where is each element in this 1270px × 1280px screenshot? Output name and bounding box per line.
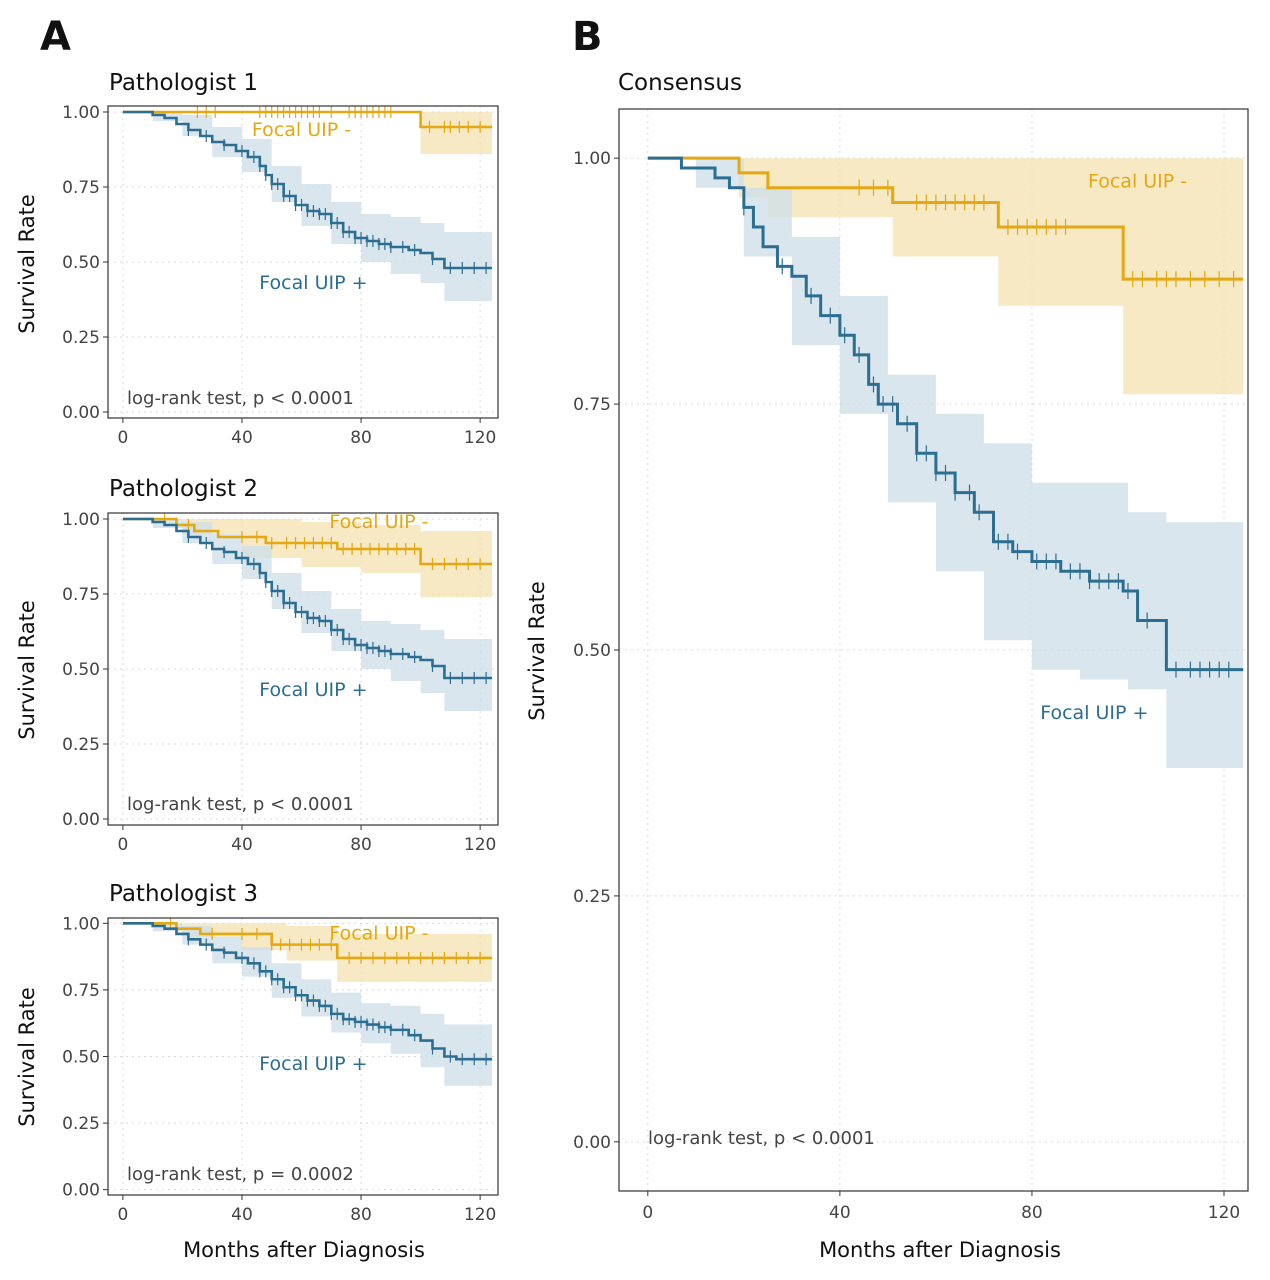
x-tick-label: 40 [231,835,253,855]
x-tick-label: 0 [117,1205,128,1225]
series-label: Focal UIP + [1040,702,1148,724]
series-label: Focal UIP - [252,119,351,141]
plot-area: Focal UIP - Focal UIP + 0 40 80 120 0.00 0.25 0.… [62,103,499,448]
log-rank-annotation: log-rank test, p = 0.0002 [127,1164,354,1185]
series-label: Focal UIP + [259,679,367,701]
y-tick-label: 0.25 [62,1114,100,1134]
series-label: Focal UIP + [259,1053,367,1075]
log-rank-annotation: log-rank test, p < 0.0001 [648,1128,875,1149]
log-rank-annotation: log-rank test, p < 0.0001 [127,794,354,815]
log-rank-annotation: log-rank test, p < 0.0001 [127,388,354,409]
x-tick-label: 80 [350,428,372,448]
y-tick-label: 0.50 [62,253,100,273]
x-tick-label: 0 [642,1203,653,1223]
x-tick-label: 120 [464,428,496,448]
y-tick-label: 0.00 [573,1133,611,1153]
x-tick-label: 0 [117,835,128,855]
x-tick-label: 40 [829,1203,851,1223]
confidence-band-negative [122,519,493,597]
panel-letter-a: A [40,14,71,60]
chart-consensus: Focal UIP - Focal UIP + 0 40 80 120 0.00 0.25 0.… [525,70,1249,1262]
survival-curve-positive [647,156,1244,672]
y-tick-label: 1.00 [573,149,611,169]
confidence-band-positive [647,158,1244,768]
y-tick-label: 0.25 [62,735,100,755]
confidence-band-negative [122,923,493,982]
y-axis-title: Survival Rate [525,581,549,721]
x-tick-label: 0 [117,428,128,448]
plot-area: Focal UIP - Focal UIP + 0 40 80 120 0.00 0.25 0.… [62,510,499,855]
series-label: Focal UIP - [329,511,428,533]
y-tick-label: 0.50 [573,641,611,661]
y-axis-title: Survival Rate [15,600,39,740]
survival-curve-negative [122,922,493,960]
y-tick-label: 1.00 [62,103,100,123]
survival-curve-negative [647,156,1244,281]
chart-title: Pathologist 1 [109,70,258,96]
y-tick-label: 1.00 [62,914,100,934]
x-tick-label: 80 [350,835,372,855]
y-axis-title: Survival Rate [15,194,39,334]
y-tick-label: 1.00 [62,510,100,530]
y-tick-label: 0.00 [62,403,100,423]
x-axis-title: Months after Diagnosis [819,1238,1061,1262]
y-tick-label: 0.75 [62,585,100,605]
series-label: Focal UIP + [259,272,367,294]
y-tick-label: 0.75 [62,178,100,198]
panel-letter-b: B [572,14,603,60]
x-tick-label: 120 [1208,1203,1240,1223]
x-tick-label: 120 [464,835,496,855]
series-label: Focal UIP - [1088,171,1187,193]
x-tick-label: 40 [231,1205,253,1225]
y-tick-label: 0.50 [62,660,100,680]
confidence-band-negative [122,112,493,154]
x-tick-label: 80 [350,1205,372,1225]
series-label: Focal UIP - [329,922,428,944]
chart-title: Pathologist 2 [109,476,258,502]
plot-area: Focal UIP - Focal UIP + 0 40 80 120 0.00 0.25 0.… [573,108,1249,1223]
x-axis-title: Months after Diagnosis [183,1238,425,1262]
y-tick-label: 0.00 [62,810,100,830]
chart-title: Pathologist 3 [109,881,258,907]
chart-title: Consensus [618,70,742,96]
x-tick-label: 80 [1021,1203,1043,1223]
y-tick-label: 0.25 [62,328,100,348]
x-tick-label: 120 [464,1205,496,1225]
y-tick-label: 0.25 [573,887,611,907]
chart-pathologist-3: Focal UIP - Focal UIP + 0 40 80 120 0.00 0.25 0.… [15,881,499,1262]
y-tick-label: 0.50 [62,1048,100,1068]
y-tick-label: 0.75 [62,981,100,1001]
y-axis-title: Survival Rate [15,987,39,1127]
x-tick-label: 40 [231,428,253,448]
chart-pathologist-1: Focal UIP - Focal UIP + 0 40 80 120 0.00 0.25 0.… [15,70,499,448]
chart-pathologist-2: Focal UIP - Focal UIP + 0 40 80 120 0.00 0.25 0.… [15,476,499,855]
y-tick-label: 0.75 [573,395,611,415]
confidence-band-negative [647,158,1244,395]
plot-area: Focal UIP - Focal UIP + 0 40 80 120 0.00 0.25 0.… [62,914,499,1225]
y-tick-label: 0.00 [62,1181,100,1201]
